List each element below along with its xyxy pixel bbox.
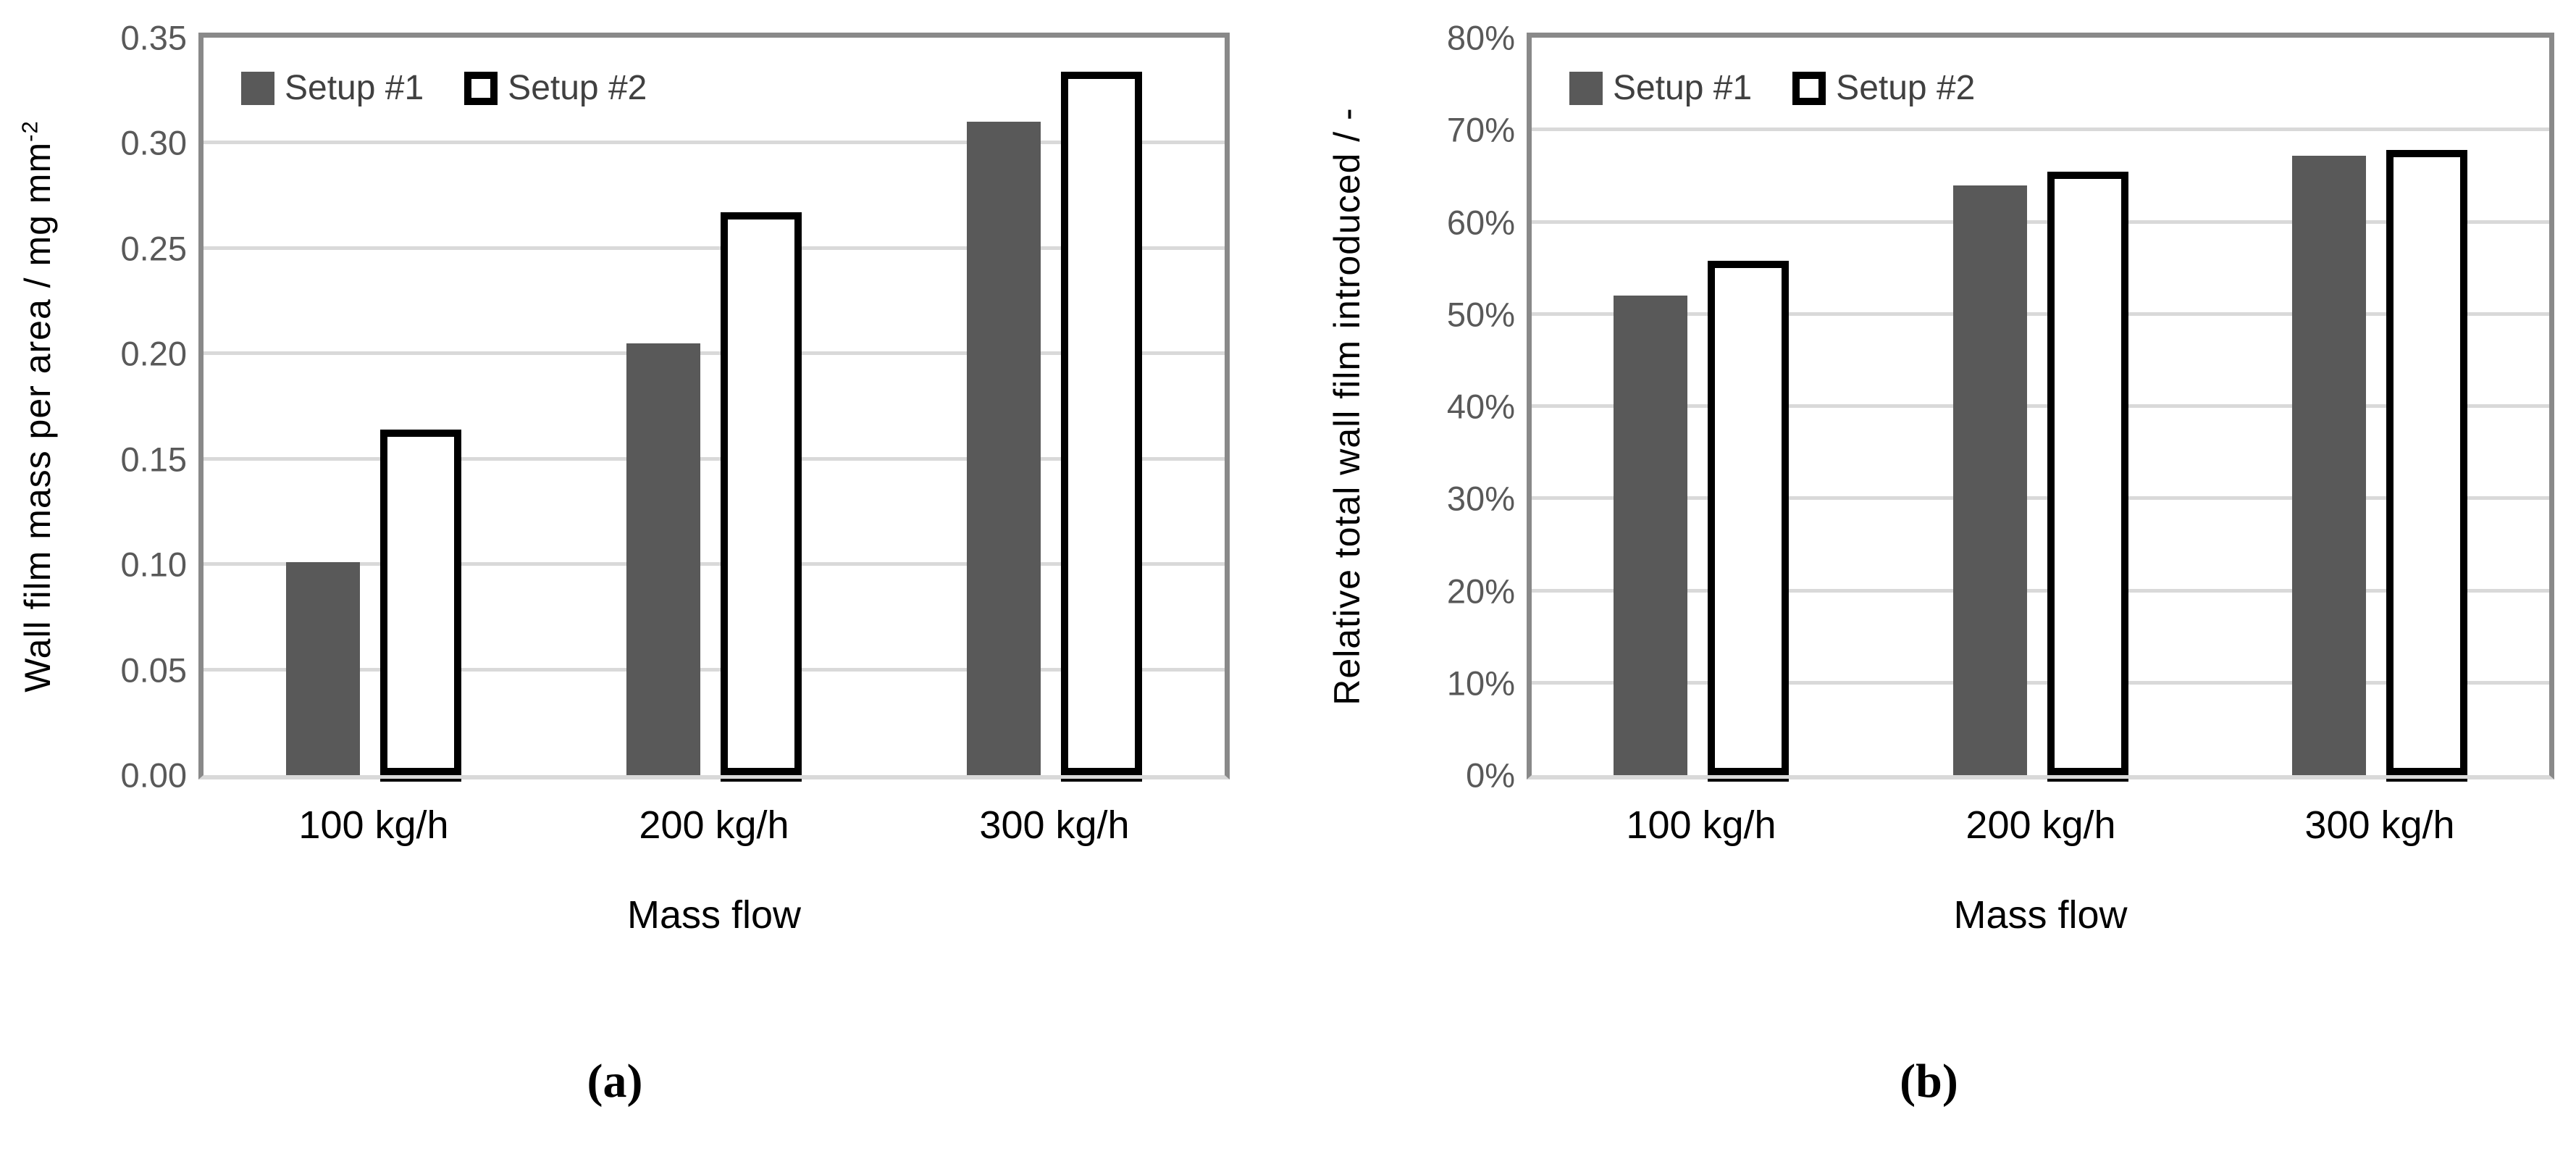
bar-200-kg-h-setup2 [721,212,802,782]
legend-entry: Setup #2 [1792,68,1975,108]
bar-100-kg-h-setup2 [380,430,461,782]
y-tick-label: 80% [1446,18,1515,57]
gridline [1532,680,2549,685]
bar-100-kg-h-setup1 [286,562,360,775]
x-tick-label: 200 kg/h [1965,803,2116,847]
y-tick-label: 0.30 [120,123,187,162]
legend-entry: Setup #2 [464,68,647,108]
gridline [204,351,1225,356]
x-tick-label: 200 kg/h [639,803,789,847]
x-axis-tick-labels: 100 kg/h 200 kg/h 300 kg/h [0,803,1304,853]
legend-label: Setup #1 [1613,69,1753,107]
panel-b: Relative total wall film introduced / - … [1304,0,2576,1154]
y-tick-label: 0.00 [120,756,187,795]
gridline [1532,496,2549,501]
x-axis-tick-labels: 100 kg/h 200 kg/h 300 kg/h [1304,803,2576,853]
legend-label: Setup #2 [508,69,647,107]
legend-swatch-setup2 [1792,71,1826,105]
y-tick-label: 0.10 [120,545,187,584]
legend-label: Setup #1 [285,69,424,107]
legend-swatch-setup2 [464,71,498,105]
y-tick-label: 70% [1446,110,1515,149]
bar-300-kg-h-setup1 [2292,155,2366,775]
legend: Setup #1 Setup #2 [241,68,647,108]
legend-swatch-setup1 [1569,71,1603,105]
legend-entry: Setup #1 [241,68,424,108]
y-tick-label: 40% [1446,387,1515,426]
bar-200-kg-h-setup1 [626,343,700,775]
x-tick-label: 300 kg/h [2304,803,2455,847]
y-tick-label: 10% [1446,664,1515,703]
y-axis-tick-labels: 0.00 0.05 0.10 0.15 0.20 0.25 0.30 0.35 [0,21,187,793]
bar-200-kg-h-setup1 [1953,185,2027,775]
gridline [1532,127,2549,132]
legend: Setup #1 Setup #2 [1569,68,1975,108]
y-tick-label: 0.20 [120,334,187,373]
gridline [1532,312,2549,316]
panel-label-a: (a) [587,1055,643,1108]
gridline [204,246,1225,250]
bar-200-kg-h-setup2 [2047,171,2128,782]
gridline [204,456,1225,461]
x-tick-label: 300 kg/h [979,803,1130,847]
x-tick-label: 100 kg/h [298,803,449,847]
bars [1532,38,2549,782]
plot-area: Setup #1 Setup #2 [198,33,1230,782]
gridline [1532,219,2549,224]
x-axis-title: Mass flow [626,893,802,937]
bar-100-kg-h-setup2 [1708,260,1789,782]
x-axis-title: Mass flow [1953,893,2128,937]
gridline [204,562,1225,566]
bars [204,38,1225,782]
x-tick-label: 100 kg/h [1626,803,1776,847]
plot-area: Setup #1 Setup #2 [1527,33,2554,782]
y-axis-tick-labels: 0% 10% 20% 30% 40% 50% 60% 70% 80% [1304,21,1515,793]
y-tick-label: 20% [1446,572,1515,610]
y-tick-label: 0.05 [120,651,187,690]
panel-label-b: (b) [1900,1055,1958,1108]
legend-label: Setup #2 [1836,69,1976,107]
legend-entry: Setup #1 [1569,68,1752,108]
bar-300-kg-h-setup2 [1061,71,1142,782]
bar-100-kg-h-setup1 [1614,296,1687,775]
gridline [204,141,1225,145]
bar-300-kg-h-setup1 [967,122,1041,775]
y-tick-label: 0.25 [120,229,187,268]
gridline [1532,404,2549,408]
y-tick-label: 50% [1446,295,1515,334]
y-tick-label: 0.15 [120,440,187,479]
panel-a: Wall film mass per area / mg mm-2 0.00 0.… [0,21,1304,1108]
y-tick-label: 60% [1446,203,1515,241]
bar-300-kg-h-setup2 [2386,150,2467,782]
y-tick-label: 0.35 [120,18,187,57]
y-tick-label: 30% [1446,479,1515,518]
y-tick-label: 0% [1466,756,1515,795]
legend-swatch-setup1 [241,71,274,105]
gridline [204,667,1225,672]
gridline [1532,588,2549,593]
